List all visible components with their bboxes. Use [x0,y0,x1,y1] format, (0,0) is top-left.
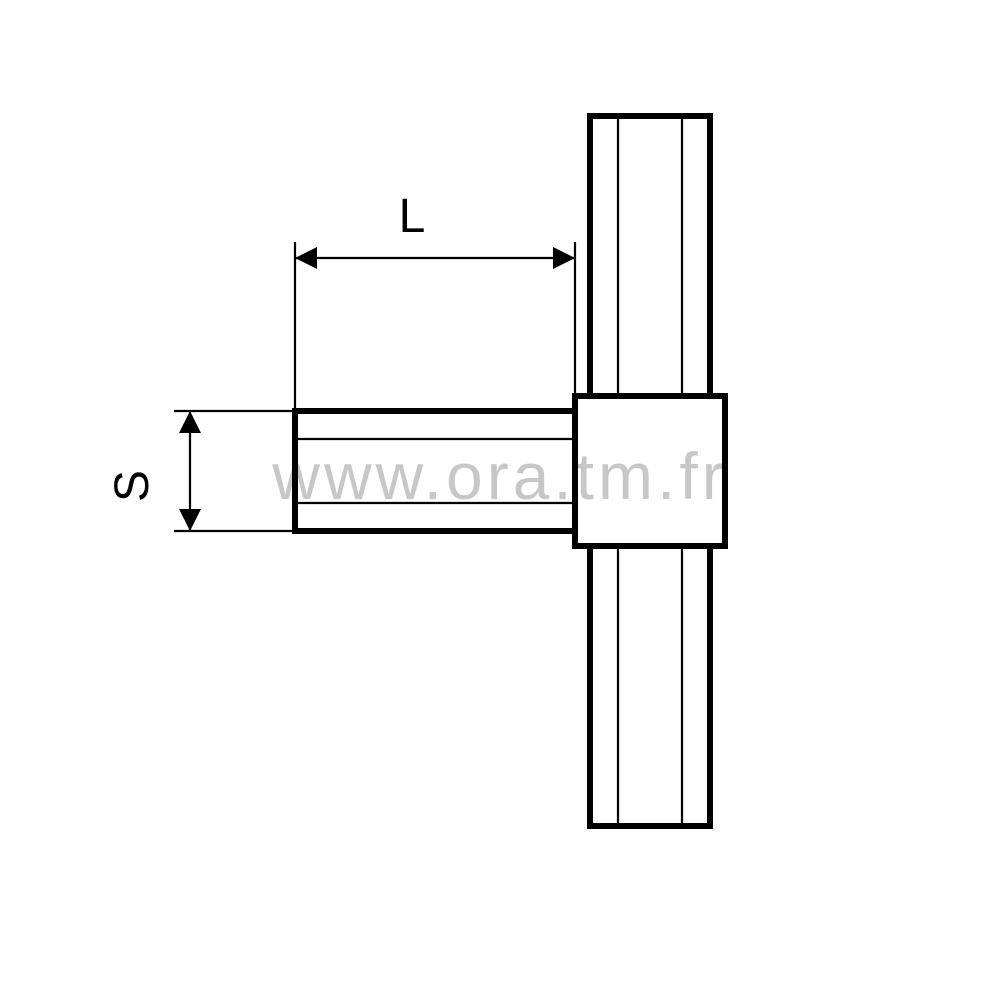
dimension-S [174,411,295,531]
dimension-L [295,242,575,411]
dimension-label-S: S [106,470,159,502]
part-outline [295,116,725,826]
technical-drawing: L S [0,0,1000,1000]
dimension-label-L: L [399,190,426,243]
left-arm-outer [295,411,575,531]
top-arm-outer [590,116,710,396]
bottom-arm-outer [590,546,710,826]
inner-lines [295,116,682,826]
center-hub [575,396,725,546]
